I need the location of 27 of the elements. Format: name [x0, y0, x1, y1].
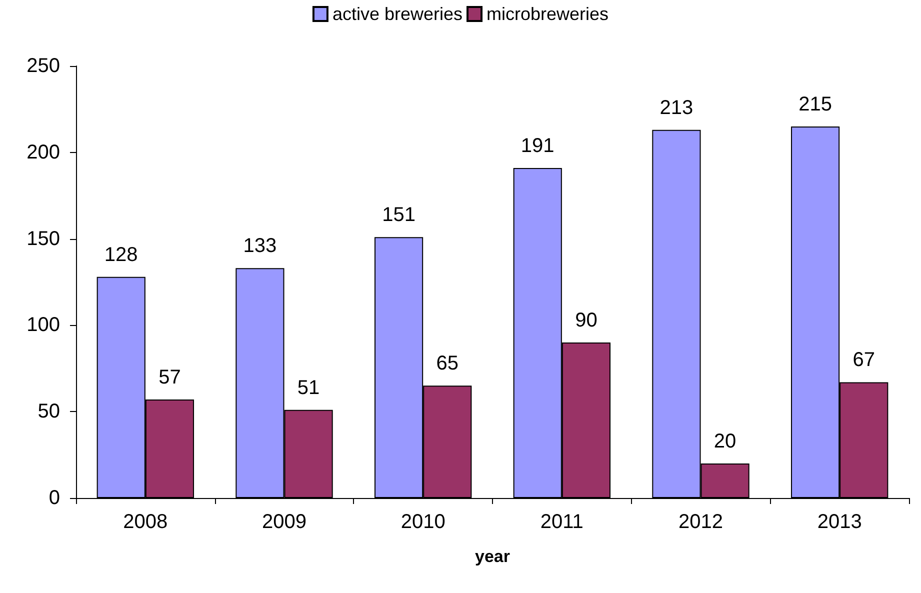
data-label: 90	[575, 309, 598, 332]
y-tick-label: 200	[26, 141, 60, 164]
data-label: 51	[297, 376, 320, 399]
data-label: 133	[243, 235, 277, 258]
x-tick-label: 2009	[262, 511, 306, 533]
y-tick-label: 250	[26, 55, 60, 77]
data-label: 65	[436, 352, 459, 375]
x-tick-label: 2010	[400, 511, 446, 533]
x-tick-label: 2013	[817, 511, 862, 533]
legend-label: active breweries	[332, 4, 463, 24]
data-label: 213	[660, 96, 694, 119]
y-tick-label: 0	[48, 487, 60, 509]
data-label: 57	[158, 366, 181, 389]
data-label: 215	[798, 93, 832, 116]
x-tick-label: 2012	[678, 511, 723, 533]
x-tick-label: 2008	[123, 511, 168, 533]
data-label: 20	[714, 430, 736, 452]
legend-label: microbreweries	[486, 4, 609, 24]
data-label: 191	[520, 134, 554, 157]
data-label: 151	[382, 204, 416, 226]
x-axis-title: year	[475, 547, 510, 566]
data-label: 67	[852, 349, 876, 372]
x-tick-label: 2011	[540, 511, 584, 533]
y-tick-label: 150	[26, 228, 60, 250]
y-tick-label: 50	[38, 400, 60, 423]
y-tick-label: 100	[26, 314, 60, 336]
data-label: 128	[104, 244, 138, 266]
